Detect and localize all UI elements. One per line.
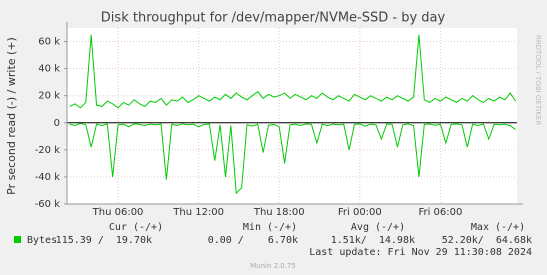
series-line <box>69 122 516 195</box>
chart-title: Disk throughput for /dev/mapper/NVMe-SSD… <box>101 11 446 26</box>
y-tick-label: 0 <box>54 118 60 129</box>
legend-value: 115.39 / 19.70k <box>56 235 152 246</box>
marks <box>66 22 523 205</box>
legend-header: Min (-/+) <box>243 222 297 233</box>
legend-header: Avg (-/+) <box>351 222 405 233</box>
legend-value: 1.51k/ 14.98k <box>331 235 415 246</box>
y-tick-label: -60 k <box>35 199 61 210</box>
plot-area <box>67 28 517 204</box>
legend-label: Bytes <box>27 235 57 246</box>
last-update: Last update: Fri Nov 29 11:30:08 2024 <box>309 247 532 258</box>
y-tick-label: 40 k <box>38 64 60 75</box>
legend-swatch <box>14 236 21 243</box>
y-axis-label: Pr second read (-) / write (+) <box>5 37 18 195</box>
y-tick-label: 20 k <box>38 91 60 102</box>
x-tick-label: Thu 18:00 <box>253 207 305 218</box>
side-label: RRDTOOL / TOBI OETIKER <box>534 35 542 125</box>
x-tick-label: Fri 00:00 <box>338 207 382 218</box>
x-tick-label: Thu 12:00 <box>172 207 224 218</box>
x-tick-label: Fri 06:00 <box>418 207 462 218</box>
legend-value: 0.00 / 6.70k <box>208 235 298 246</box>
footer: Munin 2.0.75 <box>250 262 296 270</box>
legend-header: Max (-/+) <box>471 222 525 233</box>
y-tick-label: 60 k <box>38 37 60 48</box>
legend-value: 52.20k/ 64.68k <box>442 235 532 246</box>
y-tick-label: -20 k <box>35 145 61 156</box>
x-tick-label: Thu 06:00 <box>92 207 144 218</box>
y-tick-label: -40 k <box>35 172 61 183</box>
legend-header: Cur (-/+) <box>109 222 163 233</box>
series-line <box>69 34 517 109</box>
